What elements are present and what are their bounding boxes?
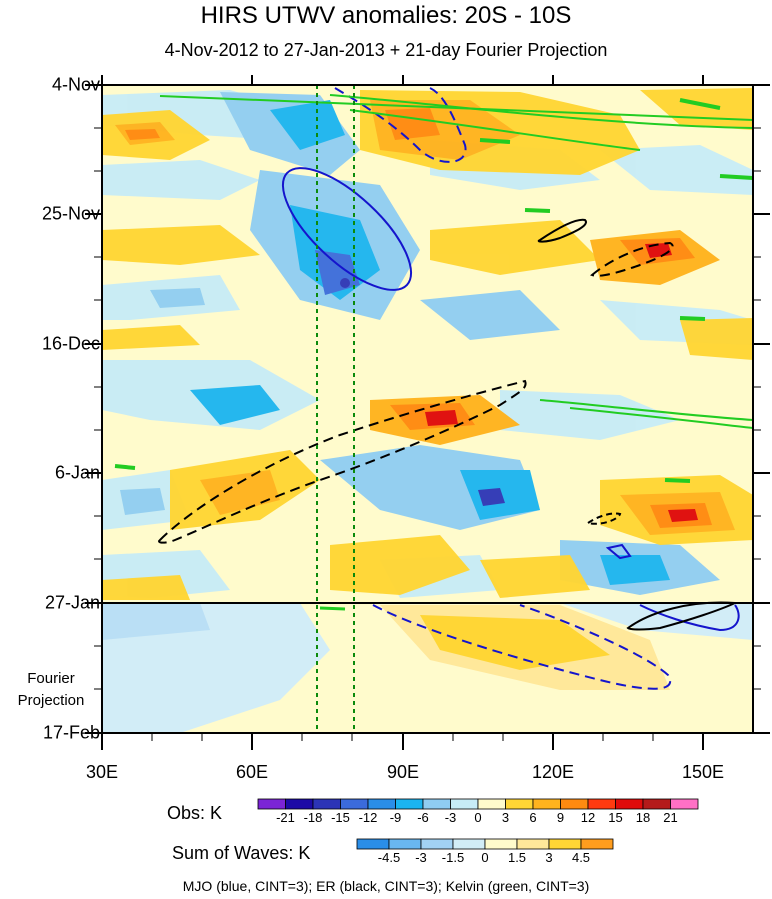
plot-area [102, 85, 753, 733]
colorbar-cell [367, 798, 396, 810]
y-tick-label: 6-Jan [54, 462, 100, 483]
waves-colorbar [356, 838, 614, 850]
colorbar-cell [477, 798, 506, 810]
er-contours [158, 218, 736, 631]
colorbar-cell [505, 798, 534, 810]
colorbar-tick-label: 0 [474, 810, 482, 825]
x-tick-label: 30E [85, 762, 119, 782]
obs-colorbar [257, 798, 699, 810]
x-tick-label: 60E [235, 762, 269, 782]
colorbar-tick-label: -6 [417, 810, 429, 825]
colorbar-cell [450, 798, 479, 810]
y-tick-label: 27-Jan [44, 592, 100, 613]
x-tick-label: 120E [531, 762, 575, 782]
colorbar-cell [532, 798, 561, 810]
chart-title: HIRS UTWV anomalies: 20S - 10S [200, 2, 572, 29]
colorbar-tick-label: 1.5 [507, 850, 527, 865]
obs-positive-anomalies [102, 88, 753, 600]
colorbar-tick-label: 4.5 [571, 850, 591, 865]
colorbar-cell [420, 838, 454, 850]
colorbar-tick-label: -4.5 [377, 850, 401, 865]
projection-anomalies [102, 603, 753, 733]
kelvin-contours [114, 94, 753, 611]
colorbar-tick-label: 3 [501, 810, 510, 825]
colorbar-tick-label: 6 [529, 810, 537, 825]
colorbar-tick-label: -18 [303, 810, 323, 825]
projection-label-line: Fourier [27, 670, 75, 687]
colorbar-tick-label: 18 [635, 810, 651, 825]
waves-colorbar-name: Sum of Waves: K [172, 843, 311, 863]
colorbar-cell [516, 838, 550, 850]
colorbar-cell [560, 798, 589, 810]
y-tick-label: 17-Feb [42, 722, 100, 743]
colorbar-tick-label: -12 [358, 810, 378, 825]
projection-label: Fourier Projection [6, 668, 96, 712]
colorbar-cell [395, 798, 424, 810]
chart-subtitle: 4-Nov-2012 to 27-Jan-2013 + 21-day Fouri… [164, 40, 608, 60]
colorbar-cell [285, 798, 314, 810]
colorbar-tick-label: -15 [331, 810, 350, 825]
colorbar-cell [356, 838, 390, 850]
colorbar-cell [388, 838, 422, 850]
colorbar-cell [312, 798, 341, 810]
colorbar-tick-label: 15 [608, 810, 623, 825]
colorbar-tick-label: -1.5 [441, 850, 465, 865]
legend-caption: MJO (blue, CINT=3); ER (black, CINT=3); … [182, 878, 590, 894]
colorbar-tick-label: -9 [389, 810, 402, 825]
colorbar-cell [670, 798, 699, 810]
colorbar-tick-label: 3 [545, 850, 553, 865]
y-tick-label: 25-Nov [41, 203, 100, 224]
obs-colorbar-name: Obs: K [167, 803, 223, 823]
colorbar-tick-label: -3 [415, 850, 427, 865]
x-tick-label: 150E [681, 762, 725, 782]
colorbar-cell [452, 838, 486, 850]
colorbar-tick-label: 21 [663, 810, 678, 825]
colorbar-tick-label: 9 [556, 810, 565, 825]
axis-ticks [85, 75, 770, 750]
colorbar-cell [615, 798, 644, 810]
y-tick-label: 4-Nov [51, 74, 100, 95]
colorbar-cell [580, 838, 614, 850]
projection-label-line: Projection [17, 692, 85, 709]
colorbar-cell [642, 798, 671, 810]
colorbar-tick-label: -3 [444, 810, 457, 825]
colorbar-cell [422, 798, 451, 810]
plot-frame [101, 84, 754, 734]
minor-ticks [94, 127, 761, 741]
colorbar-cell [340, 798, 369, 810]
colorbar-cell [587, 798, 616, 810]
x-tick-label: 90E [386, 762, 420, 782]
colorbar-cell [548, 838, 582, 850]
colorbar-tick-label: 12 [580, 810, 596, 825]
colorbar-cell [257, 798, 286, 810]
colorbar-tick-label: 0 [481, 850, 489, 865]
y-tick-label: 16-Dec [41, 333, 100, 354]
colorbar-tick-label: -21 [276, 810, 295, 825]
colorbar-cell [484, 838, 518, 850]
